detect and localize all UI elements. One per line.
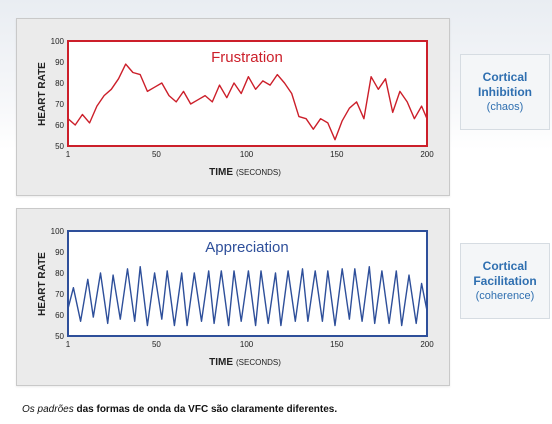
y-tick-label: 80 bbox=[55, 269, 64, 278]
frustration-chart-panel: 100 90 80 70 60 50 1 50 100 150 200 Frustration H… bbox=[16, 18, 450, 196]
y-tick-label: 60 bbox=[55, 311, 64, 320]
x-tick-label: 50 bbox=[152, 340, 161, 349]
x-axis-ticks: 1 50 100 150 200 bbox=[66, 340, 434, 349]
x-axis-label-unit: (SECONDS) bbox=[236, 168, 281, 177]
x-axis-label-main: TIME bbox=[209, 167, 233, 178]
cortical-inhibition-label: Cortical Inhibition (chaos) bbox=[460, 54, 550, 130]
plot-area bbox=[67, 40, 428, 147]
figure-caption: Os padrões das formas de onda da VFC são… bbox=[22, 404, 337, 415]
side-label-title-1: Cortical bbox=[482, 258, 528, 273]
side-label-sub: (coherence) bbox=[475, 289, 535, 302]
y-tick-label: 100 bbox=[51, 227, 65, 236]
x-tick-label: 100 bbox=[240, 150, 254, 159]
x-tick-label: 50 bbox=[152, 150, 161, 159]
y-axis-label: HEART RATE bbox=[37, 62, 48, 126]
x-tick-label: 150 bbox=[330, 340, 344, 349]
y-tick-label: 70 bbox=[55, 100, 64, 109]
x-tick-label: 1 bbox=[66, 340, 71, 349]
y-tick-label: 70 bbox=[55, 290, 64, 299]
appreciation-chart-panel: 100 90 80 70 60 50 1 50 100 150 200 Appreciation … bbox=[16, 208, 450, 386]
chart-title: Appreciation bbox=[205, 239, 288, 256]
y-tick-label: 90 bbox=[55, 248, 64, 257]
x-tick-label: 100 bbox=[240, 340, 254, 349]
y-tick-label: 60 bbox=[55, 121, 64, 130]
x-axis-label-main: TIME bbox=[209, 357, 233, 368]
side-label-title-2: Inhibition bbox=[478, 84, 532, 99]
x-tick-label: 1 bbox=[66, 150, 71, 159]
x-axis-ticks: 1 50 100 150 200 bbox=[66, 150, 434, 159]
y-axis-ticks: 100 90 80 70 60 50 bbox=[51, 37, 65, 151]
x-axis-label: TIME (SECONDS) bbox=[209, 167, 281, 178]
caption-emphasis: Os padrões bbox=[22, 404, 74, 415]
y-tick-label: 50 bbox=[55, 332, 64, 341]
x-tick-label: 150 bbox=[330, 150, 344, 159]
side-label-title-2: Facilitation bbox=[473, 273, 537, 288]
side-label-title-1: Cortical bbox=[482, 69, 528, 84]
chart-title: Frustration bbox=[211, 49, 283, 66]
x-tick-label: 200 bbox=[420, 340, 434, 349]
side-label-sub: (chaos) bbox=[486, 100, 524, 113]
cortical-facilitation-label: Cortical Facilitation (coherence) bbox=[460, 243, 550, 319]
y-tick-label: 90 bbox=[55, 58, 64, 67]
y-tick-label: 50 bbox=[55, 142, 64, 151]
y-axis-ticks: 100 90 80 70 60 50 bbox=[51, 227, 65, 341]
y-axis-label: HEART RATE bbox=[37, 252, 48, 316]
series-line bbox=[67, 63, 428, 141]
y-tick-label: 100 bbox=[51, 37, 65, 46]
series-line bbox=[67, 266, 428, 327]
x-tick-label: 200 bbox=[420, 150, 434, 159]
y-tick-label: 80 bbox=[55, 79, 64, 88]
x-axis-label-unit: (SECONDS) bbox=[236, 358, 281, 367]
caption-text: das formas de onda da VFC são claramente… bbox=[73, 404, 338, 415]
x-axis-label: TIME (SECONDS) bbox=[209, 357, 281, 368]
